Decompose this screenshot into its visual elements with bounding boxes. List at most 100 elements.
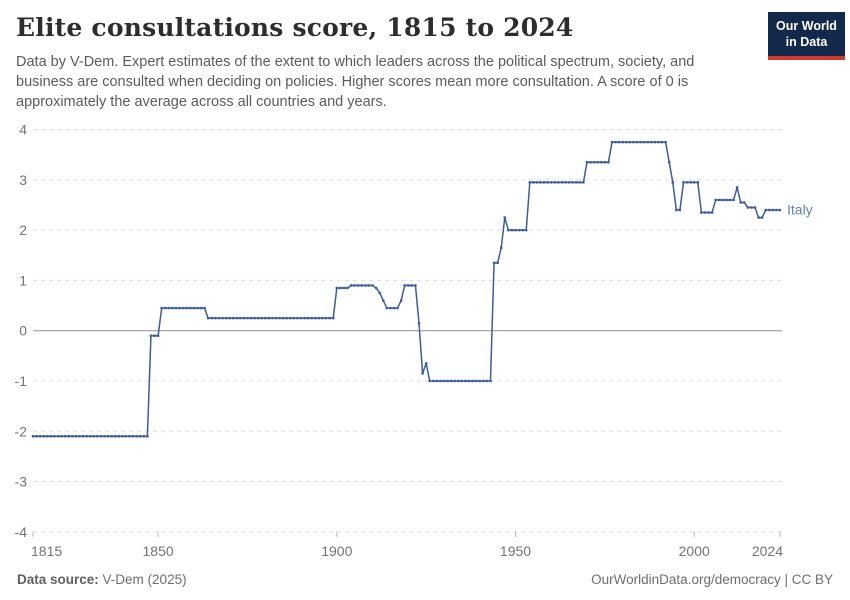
series-marker (114, 435, 117, 438)
series-marker (396, 306, 399, 310)
series-marker (317, 316, 321, 320)
series-marker (768, 208, 771, 212)
series-marker (485, 379, 489, 383)
series-marker (310, 316, 313, 320)
x-axis-tick-label: 1850 (143, 543, 174, 559)
series-marker (371, 284, 374, 287)
series-marker (582, 181, 585, 184)
series-marker (185, 306, 188, 310)
series-marker (56, 435, 60, 438)
series-marker (560, 181, 564, 184)
series-marker (592, 161, 596, 164)
y-axis-tick-label: 4 (19, 122, 27, 138)
series-marker (131, 435, 135, 438)
series-marker (632, 140, 635, 144)
x-axis-tick-label: 1950 (500, 543, 531, 559)
series-marker (600, 161, 603, 164)
series-marker (49, 435, 53, 438)
data-source-value[interactable]: V-Dem (2025) (102, 572, 187, 587)
series-marker (642, 140, 646, 144)
series-marker (507, 228, 510, 232)
series-marker (428, 379, 431, 383)
series-marker (124, 435, 128, 438)
y-axis-tick-label: -4 (15, 524, 28, 540)
series-marker (635, 140, 639, 144)
series-marker (653, 140, 657, 144)
series-marker (417, 321, 421, 325)
series-marker (353, 284, 356, 287)
series-marker (639, 140, 642, 144)
series-marker (299, 316, 303, 320)
series-marker (528, 181, 532, 184)
series-marker (246, 316, 249, 320)
series-marker (746, 206, 750, 209)
series-marker (214, 316, 217, 320)
series-marker (703, 211, 707, 214)
page-title: Elite consultations score, 1815 to 2024 (16, 13, 574, 42)
series-marker (510, 228, 514, 232)
series-marker (689, 181, 692, 184)
series-marker (535, 181, 539, 184)
series-marker (678, 208, 682, 212)
series-marker (414, 284, 417, 287)
series-marker (364, 284, 367, 287)
series-marker (389, 306, 392, 310)
y-axis-tick-label: 1 (19, 272, 27, 288)
series-marker (668, 161, 671, 164)
series-marker (174, 306, 178, 310)
chart-subtitle: Data by V-Dem. Expert estimates of the e… (16, 53, 695, 111)
series-marker (53, 435, 56, 438)
series-marker (585, 161, 589, 164)
x-axis-tick-label: 1900 (321, 543, 352, 559)
series-marker (439, 379, 442, 383)
series-marker (775, 208, 778, 212)
series-marker (743, 201, 746, 204)
series-marker (103, 435, 106, 438)
series-marker (610, 140, 614, 144)
series-marker (478, 379, 481, 383)
series-marker (625, 140, 628, 144)
series-marker (596, 161, 599, 164)
series-marker (728, 198, 732, 202)
series-marker (517, 228, 521, 232)
series-marker (532, 181, 535, 184)
series-marker (378, 291, 381, 295)
series-marker (167, 306, 171, 310)
series-marker (464, 379, 467, 383)
series-marker (449, 379, 453, 383)
series-label-italy[interactable]: Italy (787, 202, 813, 218)
series-marker (264, 316, 267, 320)
series-marker (339, 286, 342, 290)
series-marker (85, 435, 88, 438)
series-marker (492, 261, 496, 265)
series-marker (81, 435, 85, 438)
x-axis-tick-label: 2000 (679, 543, 710, 559)
license-link[interactable]: OurWorldinData.org/democracy | CC BY (591, 572, 833, 587)
series-marker (750, 206, 753, 209)
y-axis-tick-label: -3 (15, 474, 28, 490)
series-marker (696, 181, 699, 184)
x-axis-tick-label: 2024 (752, 543, 783, 559)
series-marker (542, 181, 546, 184)
chart-header: Elite consultations score, 1815 to 2024 … (0, 0, 850, 113)
series-marker (650, 140, 653, 144)
series-marker (110, 435, 113, 438)
series-marker (360, 284, 364, 287)
series-marker (164, 306, 167, 310)
series-marker (149, 334, 153, 337)
series-marker (342, 286, 346, 290)
series-marker (289, 316, 292, 320)
series-marker (367, 284, 371, 287)
series-marker (571, 181, 574, 184)
series-marker (671, 181, 674, 184)
series-marker (399, 299, 403, 302)
series-marker (335, 286, 339, 290)
series-marker (392, 306, 396, 310)
series-marker (385, 306, 389, 310)
series-marker (292, 316, 296, 320)
series-marker (693, 181, 696, 184)
series-marker (349, 284, 353, 287)
series-marker (210, 316, 213, 320)
series-marker (760, 216, 764, 219)
